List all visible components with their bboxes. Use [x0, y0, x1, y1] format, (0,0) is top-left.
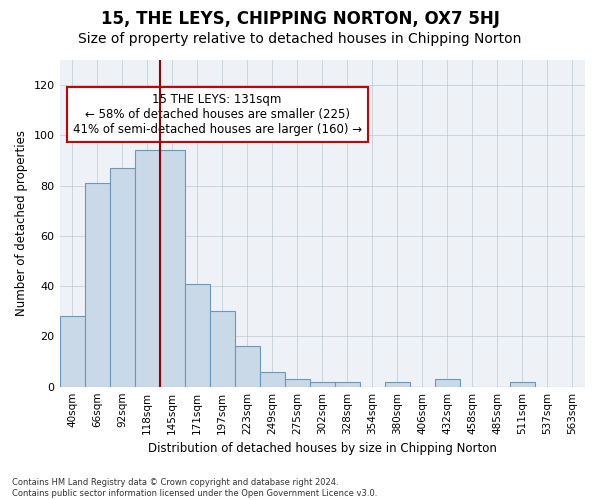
- Bar: [185, 284, 209, 387]
- Bar: [260, 372, 285, 386]
- Text: 15, THE LEYS, CHIPPING NORTON, OX7 5HJ: 15, THE LEYS, CHIPPING NORTON, OX7 5HJ: [101, 10, 499, 28]
- Bar: [160, 150, 185, 386]
- Bar: [235, 346, 260, 387]
- Text: Contains HM Land Registry data © Crown copyright and database right 2024.
Contai: Contains HM Land Registry data © Crown c…: [12, 478, 377, 498]
- Bar: [435, 379, 460, 386]
- Bar: [385, 382, 410, 386]
- Bar: [59, 316, 85, 386]
- Bar: [510, 382, 535, 386]
- Y-axis label: Number of detached properties: Number of detached properties: [15, 130, 28, 316]
- Bar: [209, 312, 235, 386]
- Bar: [85, 183, 110, 386]
- Bar: [110, 168, 134, 386]
- X-axis label: Distribution of detached houses by size in Chipping Norton: Distribution of detached houses by size …: [148, 442, 497, 455]
- Bar: [335, 382, 360, 386]
- Bar: [285, 379, 310, 386]
- Bar: [310, 382, 335, 386]
- Bar: [134, 150, 160, 386]
- Text: Size of property relative to detached houses in Chipping Norton: Size of property relative to detached ho…: [79, 32, 521, 46]
- Text: 15 THE LEYS: 131sqm
← 58% of detached houses are smaller (225)
41% of semi-detac: 15 THE LEYS: 131sqm ← 58% of detached ho…: [73, 92, 362, 136]
